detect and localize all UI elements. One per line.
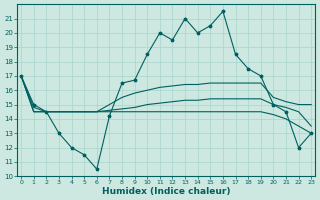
X-axis label: Humidex (Indice chaleur): Humidex (Indice chaleur) <box>102 187 230 196</box>
